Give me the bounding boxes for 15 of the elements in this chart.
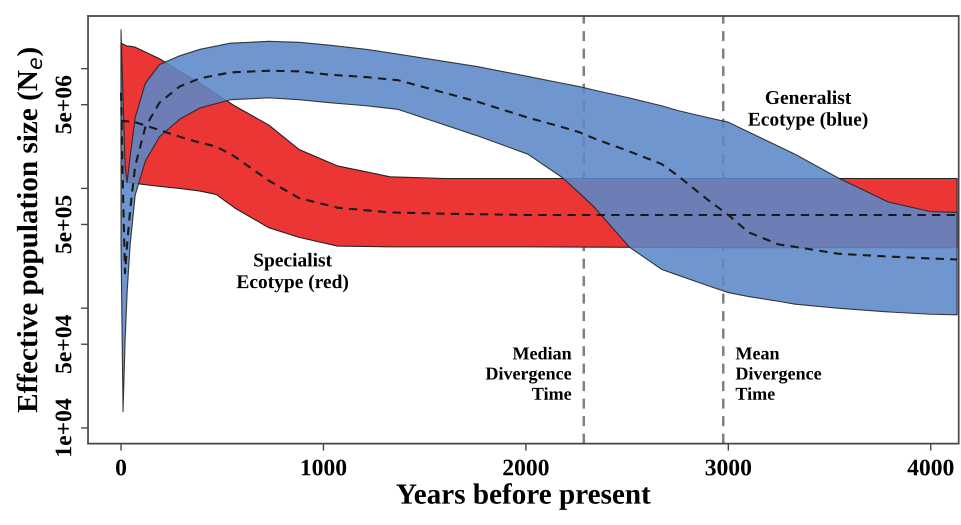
x-tick-label: 1000 [302, 460, 346, 476]
x-tick-label: 3000 [706, 460, 752, 476]
y-tick-label: 5e+05 [55, 196, 72, 254]
ref-line-label: Mean Divergence Time [736, 348, 822, 400]
y-tick-label: 5e+04 [55, 315, 72, 373]
y-tick-label: 1e+04 [55, 398, 72, 456]
x-tick-label: 4000 [907, 460, 954, 476]
x-tick-label: 0 [116, 460, 126, 476]
y-axis-title: Effective population size (N$_{e}$) [16, 48, 44, 412]
x-axis-title: Years before present [396, 483, 651, 510]
ref-line-label: Median Divergence Time [486, 346, 572, 400]
y-tick-label: 5e+06 [55, 76, 72, 134]
x-tick-label: 2000 [503, 460, 549, 476]
annotation: Specialist Ecotype (red) [236, 252, 348, 292]
annotation: Generalist Ecotype (blue) [748, 90, 868, 130]
